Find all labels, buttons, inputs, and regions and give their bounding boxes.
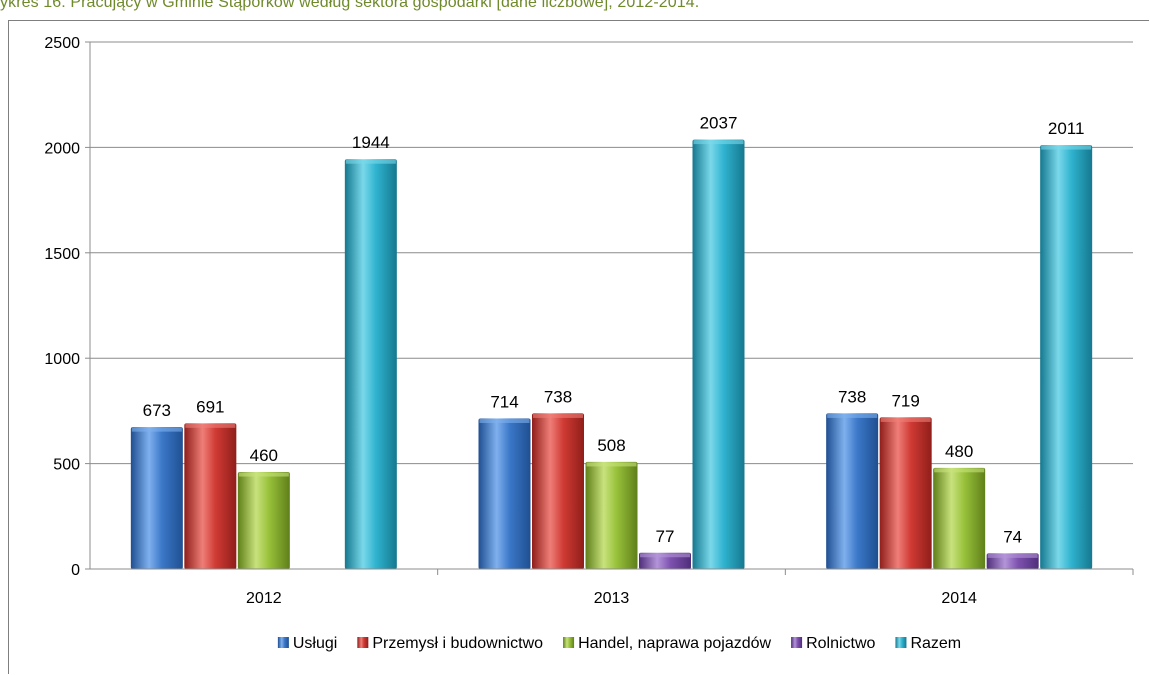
bar-highlight xyxy=(881,418,931,422)
legend-item: Rolnictwo xyxy=(791,635,875,652)
data-label: 738 xyxy=(544,387,572,406)
x-tick-label: 2014 xyxy=(941,590,977,607)
data-label: 714 xyxy=(490,392,518,411)
legend-label: Handel, naprawa pojazdów xyxy=(578,635,771,652)
data-label: 508 xyxy=(597,436,625,455)
bar xyxy=(933,468,985,569)
bar xyxy=(693,140,745,569)
legend-item: Przemysł i budownictwo xyxy=(357,635,543,652)
legend-swatch xyxy=(278,637,289,648)
legend-item: Handel, naprawa pojazdów xyxy=(563,635,771,652)
bars: 673 691 460 1944 714 738 508 77 2037 738 719 480 74 2… xyxy=(131,114,1092,569)
bar-highlight xyxy=(988,554,1038,558)
legend-swatch xyxy=(357,637,368,648)
y-tick-label: 1500 xyxy=(44,246,80,263)
y-axis: 0 500 1000 1500 2000 2500 xyxy=(44,35,90,579)
y-tick-label: 1000 xyxy=(44,351,80,368)
data-label: 1944 xyxy=(352,133,390,152)
x-tick-label: 2013 xyxy=(594,590,630,607)
bar xyxy=(1040,145,1092,569)
legend-label: Usługi xyxy=(293,635,337,652)
bar-highlight xyxy=(1041,146,1091,150)
bar-highlight xyxy=(185,424,235,428)
y-tick-label: 2500 xyxy=(44,35,80,52)
bar-highlight xyxy=(694,140,744,144)
bar xyxy=(345,159,397,569)
data-label: 719 xyxy=(891,391,919,410)
bar xyxy=(532,413,584,569)
legend-label: Rolnictwo xyxy=(806,635,875,652)
data-label: 480 xyxy=(945,442,973,461)
legend-item: Usługi xyxy=(278,635,337,652)
bar xyxy=(131,427,183,569)
bar-highlight xyxy=(827,414,877,418)
legend-swatch xyxy=(563,637,574,648)
y-tick-label: 2000 xyxy=(44,140,80,157)
legend-label: Przemysł i budownictwo xyxy=(372,635,543,652)
bar-highlight xyxy=(587,462,637,466)
bar xyxy=(880,417,932,569)
legend-label: Razem xyxy=(910,635,961,652)
bar-highlight xyxy=(480,419,530,423)
gridlines xyxy=(90,42,1133,464)
y-tick-label: 500 xyxy=(53,457,80,474)
data-label: 673 xyxy=(143,401,171,420)
bar-highlight xyxy=(346,160,396,164)
x-axis: 2012 2013 2014 xyxy=(85,569,1133,607)
data-label: 74 xyxy=(1003,527,1022,546)
legend-swatch xyxy=(791,637,802,648)
legend: Usługi Przemysł i budownictwo Handel, napr… xyxy=(278,635,961,652)
bar xyxy=(826,413,878,569)
bar-highlight xyxy=(640,553,690,557)
bar-highlight xyxy=(934,468,984,472)
x-tick-label: 2012 xyxy=(246,590,282,607)
bar-highlight xyxy=(239,473,289,477)
bar-highlight xyxy=(132,428,182,432)
legend-item: Razem xyxy=(895,635,961,652)
data-label: 691 xyxy=(196,397,224,416)
data-label: 738 xyxy=(838,387,866,406)
bar xyxy=(238,472,290,569)
legend-swatch xyxy=(895,637,906,648)
y-tick-label: 0 xyxy=(71,562,80,579)
bar xyxy=(184,423,236,569)
bar-highlight xyxy=(533,414,583,418)
bar xyxy=(586,462,638,569)
data-label: 77 xyxy=(656,527,675,546)
data-label: 2011 xyxy=(1048,119,1085,138)
data-label: 460 xyxy=(250,446,278,465)
data-label: 2037 xyxy=(700,114,738,133)
bar xyxy=(479,418,531,569)
